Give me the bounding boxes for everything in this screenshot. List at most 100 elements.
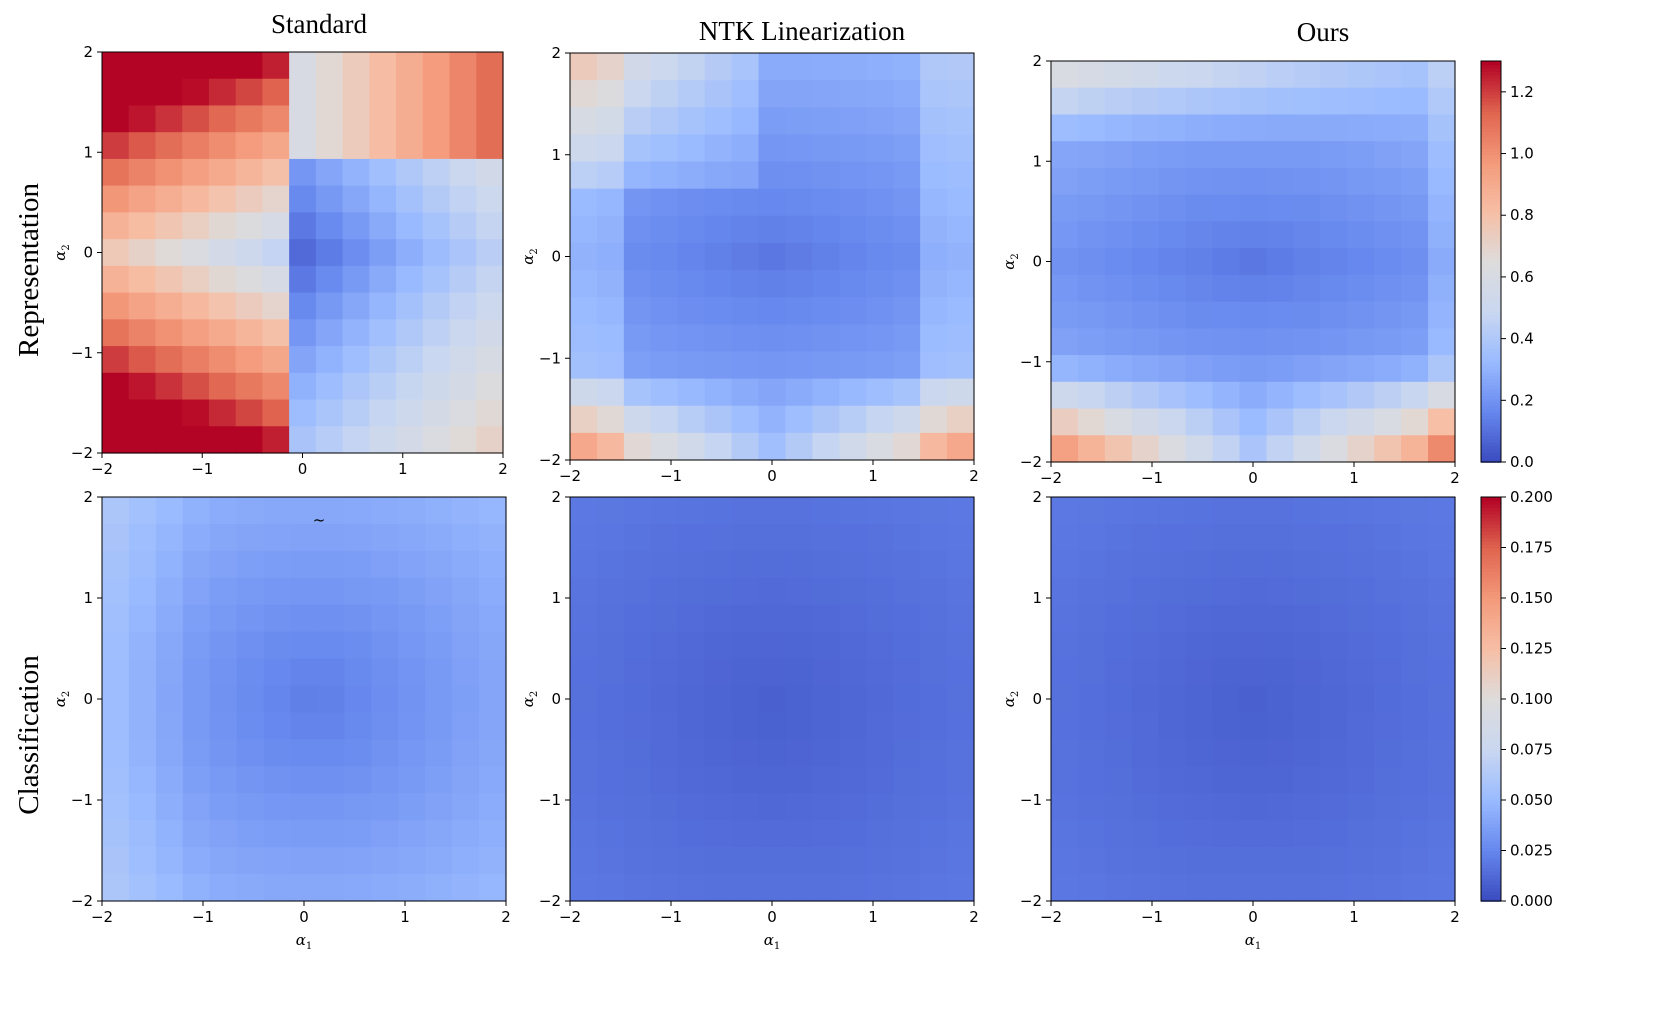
heatmap-cell bbox=[1158, 685, 1187, 714]
colorbar-band bbox=[1481, 601, 1501, 606]
heatmap-cell bbox=[677, 53, 706, 81]
heatmap-cell bbox=[839, 324, 867, 353]
heatmap-cell bbox=[812, 53, 840, 81]
colorbar-band bbox=[1481, 214, 1501, 219]
heatmap-cell bbox=[893, 53, 921, 81]
x-tick-label: 1 bbox=[1349, 469, 1359, 487]
colorbar-tick-label: 0.175 bbox=[1510, 539, 1553, 557]
colorbar-band bbox=[1481, 174, 1501, 179]
heatmap-cell bbox=[208, 105, 237, 133]
heatmap-cell bbox=[1104, 685, 1133, 714]
heatmap-cell bbox=[371, 820, 399, 848]
heatmap-cell bbox=[623, 270, 652, 298]
heatmap-cell bbox=[398, 874, 426, 902]
heatmap-cell bbox=[893, 188, 921, 217]
heatmap-cell bbox=[920, 523, 948, 552]
heatmap-cell bbox=[479, 523, 507, 552]
heatmap-cell bbox=[155, 426, 183, 454]
colorbar-band bbox=[1481, 421, 1501, 427]
colorbar-band bbox=[1481, 304, 1501, 310]
heatmap-cell bbox=[1051, 847, 1079, 875]
y-tick-label: 0 bbox=[83, 244, 93, 262]
heatmap-cell bbox=[866, 847, 894, 875]
heatmap-cell bbox=[315, 292, 344, 320]
colorbar-band bbox=[1481, 759, 1501, 764]
heatmap-cell bbox=[785, 685, 813, 714]
heatmap-cell bbox=[704, 80, 733, 108]
heatmap-cell bbox=[262, 346, 290, 374]
y-tick-label: 1 bbox=[1032, 152, 1042, 170]
heatmap-cell bbox=[1158, 61, 1187, 89]
heatmap-cell bbox=[839, 80, 867, 108]
heatmap-cell bbox=[396, 78, 424, 107]
heatmap-cell bbox=[1131, 497, 1160, 525]
heatmap-cell bbox=[623, 631, 652, 660]
heatmap-cell bbox=[398, 577, 426, 606]
heatmap-cell bbox=[1401, 847, 1429, 875]
colorbar-band bbox=[1481, 405, 1501, 410]
heatmap-cell bbox=[398, 847, 426, 875]
heatmap-cell bbox=[758, 793, 787, 821]
heatmap-cell bbox=[947, 874, 975, 902]
colorbar-band bbox=[1481, 438, 1501, 443]
colorbar-band bbox=[1481, 391, 1501, 396]
heatmap-cell bbox=[893, 847, 921, 875]
heatmap-cell bbox=[1212, 820, 1241, 848]
heatmap-cell bbox=[570, 432, 598, 461]
heatmap-cell bbox=[785, 820, 813, 848]
colorbar-band bbox=[1481, 779, 1501, 784]
heatmap-cell bbox=[289, 212, 317, 240]
heatmap-cell bbox=[731, 161, 760, 190]
heatmap-cell bbox=[893, 577, 921, 606]
heatmap-cell bbox=[155, 52, 183, 80]
colorbar-band bbox=[1481, 668, 1501, 673]
heatmap-cell bbox=[422, 105, 451, 133]
heatmap-cell bbox=[1185, 820, 1214, 848]
colorbar-band bbox=[1481, 540, 1501, 545]
heatmap-cell bbox=[342, 319, 370, 347]
heatmap-cell bbox=[425, 712, 453, 740]
colorbar-band bbox=[1481, 725, 1501, 731]
heatmap-cell bbox=[731, 405, 760, 434]
heatmap-cell bbox=[155, 739, 184, 767]
heatmap-cell bbox=[1239, 381, 1268, 410]
heatmap-cell bbox=[596, 215, 625, 244]
heatmap-cell bbox=[785, 297, 813, 325]
colorbar-band bbox=[1481, 581, 1501, 586]
heatmap-cell bbox=[262, 185, 290, 213]
heatmap-cell bbox=[920, 107, 948, 135]
heatmap-cell bbox=[704, 550, 733, 579]
heatmap-cell bbox=[947, 405, 975, 434]
heatmap-cell bbox=[422, 158, 451, 187]
heatmap-cell bbox=[289, 185, 317, 213]
heatmap-cell bbox=[128, 766, 157, 794]
heatmap-cell bbox=[1185, 114, 1214, 142]
heatmap-cell bbox=[1293, 847, 1321, 875]
heatmap-cell bbox=[1293, 712, 1321, 740]
heatmap-cell bbox=[289, 158, 317, 187]
heatmap-cell bbox=[731, 550, 760, 579]
heatmap-cell bbox=[920, 324, 948, 353]
heatmap-cell bbox=[1051, 248, 1079, 276]
heatmap-cell bbox=[1320, 221, 1348, 249]
heatmap-cell bbox=[731, 497, 760, 525]
heatmap-cell bbox=[839, 523, 867, 552]
heatmap-cell bbox=[1401, 274, 1429, 303]
heatmap-cell bbox=[1374, 328, 1402, 356]
heatmap-cell bbox=[1401, 435, 1429, 463]
heatmap-cell bbox=[1051, 194, 1079, 222]
heatmap-cell bbox=[866, 874, 894, 902]
colorbar-tick-label: 0.000 bbox=[1510, 892, 1553, 910]
heatmap-cell bbox=[947, 604, 975, 633]
colorbar-band bbox=[1481, 314, 1501, 320]
heatmap-cell bbox=[920, 215, 948, 244]
heatmap-cell bbox=[839, 739, 867, 767]
heatmap-cell bbox=[812, 820, 840, 848]
heatmap-cell bbox=[1212, 523, 1241, 552]
column-title-ntk: NTK Linearization bbox=[699, 16, 906, 46]
heatmap-cell bbox=[570, 134, 598, 163]
heatmap-cell bbox=[422, 132, 451, 160]
heatmap-cell bbox=[1293, 604, 1321, 633]
heatmap-cell bbox=[342, 132, 370, 160]
x-tick-label: −2 bbox=[91, 908, 113, 926]
